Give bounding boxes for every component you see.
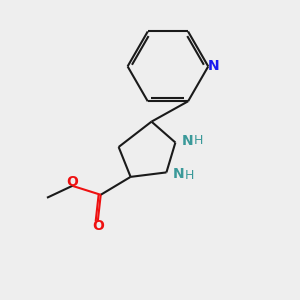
Text: O: O: [66, 175, 78, 189]
Text: H: H: [185, 169, 194, 182]
Text: H: H: [194, 134, 203, 147]
Text: O: O: [92, 219, 104, 233]
Text: N: N: [172, 167, 184, 182]
Text: N: N: [208, 59, 219, 74]
Text: N: N: [182, 134, 193, 148]
